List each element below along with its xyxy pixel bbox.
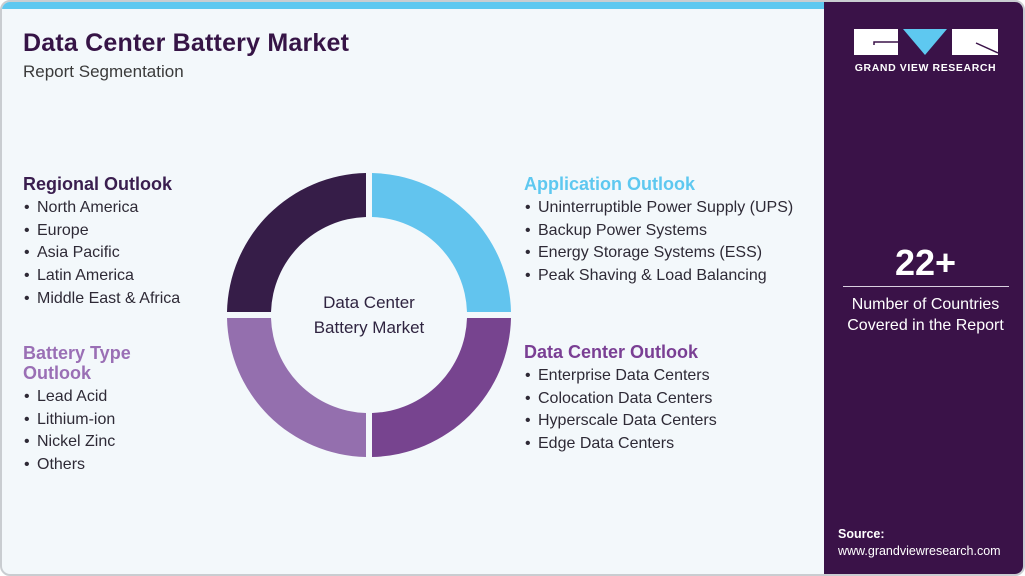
page-subtitle: Report Segmentation: [23, 62, 184, 81]
list-item: • Lead Acid: [24, 388, 108, 405]
donut-center-label: Data Center Battery Market: [313, 293, 425, 337]
donut-segment-regional: [227, 173, 366, 312]
section-title: Application Outlook: [524, 174, 695, 194]
segmentation-donut-chart: [227, 173, 511, 457]
source-label: Source:: [838, 527, 885, 541]
list-item: • Hyperscale Data Centers: [525, 412, 717, 430]
logo-text: GRAND VIEW RESEARCH: [854, 62, 997, 74]
list-item: • Lithium-ion: [24, 410, 116, 428]
list-item: • Others: [24, 456, 86, 474]
list-item: • Uninterruptible Power Supply (UPS): [525, 199, 794, 216]
country-count-label: Number of Countries Covered in the Repor…: [847, 296, 1004, 334]
list-item: • Colocation Data Centers: [525, 389, 713, 407]
source-url: www.grandviewresearch.com: [838, 544, 1001, 558]
section-battery-type-outlook: Battery Type Outlook • Lead Acid • Lithium…: [23, 343, 131, 477]
sidebar-panel: [824, 2, 1023, 574]
list-item: • Energy Storage Systems (ESS): [525, 244, 763, 262]
donut-segment-battery-type: [227, 318, 366, 457]
application-list: • Uninterruptible Power Supply (UPS) • Bac…: [524, 197, 793, 288]
list-item: • Peak Shaving & Load Balancing: [525, 267, 767, 285]
list-item: • Enterprise Data Centers: [525, 367, 710, 384]
section-title: Data Center Outlook: [524, 342, 699, 362]
list-item: • North America: [24, 199, 139, 216]
data-center-list: • Enterprise Data Centers • Colocation Dat…: [524, 365, 717, 456]
list-item: • Asia Pacific: [24, 244, 120, 262]
list-item: • Middle East & Africa: [24, 289, 181, 307]
list-item: • Backup Power Systems: [525, 221, 707, 239]
battery-type-list: • Lead Acid • Lithium-ion • Nickel Zinc • Ot…: [23, 386, 131, 477]
section-data-center-outlook: Data Center Outlook • Enterprise Data Cen…: [524, 342, 717, 456]
donut-segment-application: [372, 173, 511, 312]
list-item: • Latin America: [24, 267, 134, 285]
list-item: • Nickel Zinc: [24, 433, 116, 451]
stat-divider: [843, 286, 1009, 287]
grand-view-research-logo-icon: [854, 29, 998, 55]
top-accent-stripe: [2, 2, 824, 9]
list-item: • Edge Data Centers: [525, 435, 675, 453]
section-title: Battery Type Outlook: [23, 343, 131, 383]
page-title: Data Center Battery Market: [23, 29, 350, 57]
section-regional-outlook: Regional Outlook • North America • Europe …: [23, 174, 180, 311]
list-item: • Europe: [24, 221, 89, 239]
regional-list: • North America • Europe • Asia Pacific • La…: [23, 197, 180, 311]
country-count-stat: 22+: [894, 242, 957, 283]
section-application-outlook: Application Outlook • Uninterruptible Pow…: [524, 174, 793, 288]
donut-segment-data-center: [372, 318, 511, 457]
section-title: Regional Outlook: [23, 174, 173, 194]
